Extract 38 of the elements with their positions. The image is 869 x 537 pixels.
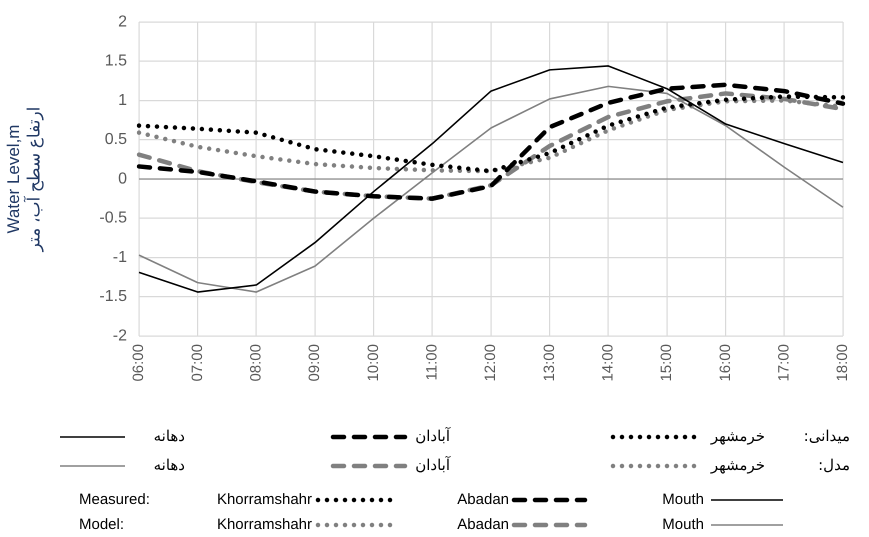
text: میدانی: [804, 426, 850, 445]
x-tick-label: 07:00 [188, 344, 206, 382]
text: Model: [79, 516, 124, 534]
x-tick-label: 13:00 [540, 344, 558, 382]
x-tick-label: 18:00 [834, 344, 852, 382]
y-tick-label: -1.5 [99, 288, 128, 306]
y-tick-label: -2 [112, 327, 128, 344]
x-tick-label: 16:00 [716, 344, 734, 382]
y-tick-label: -1 [112, 248, 128, 266]
x-tick-label: 06:00 [130, 344, 148, 382]
y-tick-label: 0.5 [104, 131, 128, 148]
y-tick-label: -0.5 [99, 210, 128, 227]
y-tick-label: 0 [118, 170, 128, 188]
y-tick-label: 1.5 [104, 52, 128, 70]
text: دهانه [154, 426, 185, 445]
legend-label: Mouth [662, 491, 704, 508]
legend-label: Abadan [457, 516, 509, 534]
text: مدل: [818, 456, 850, 474]
x-tick-label: 10:00 [364, 344, 382, 382]
text: آبادان [415, 426, 451, 445]
text: دهانه [154, 456, 185, 474]
x-tick-label: 17:00 [775, 344, 792, 382]
x-tick-label: 14:00 [599, 344, 616, 382]
y-tick-label: 2 [118, 13, 128, 30]
legend-label: Abadan [457, 491, 509, 508]
legend-label: Khorramshahr [216, 516, 312, 534]
legend-label: Khorramshahr [216, 491, 312, 508]
y-tick-label: 1 [118, 92, 128, 109]
legend-label: Mouth [662, 516, 704, 534]
x-tick-label: 08:00 [247, 344, 264, 382]
x-tick-label: 15:00 [658, 344, 676, 382]
text: آبادان [415, 454, 451, 474]
x-tick-label: 09:00 [306, 344, 324, 382]
x-tick-label: 11:00 [423, 344, 440, 380]
text: Measured: [79, 491, 150, 508]
text: خرمشهر [710, 456, 765, 474]
x-tick-label: 12:00 [482, 344, 500, 382]
text: خرمشهر [710, 426, 765, 445]
